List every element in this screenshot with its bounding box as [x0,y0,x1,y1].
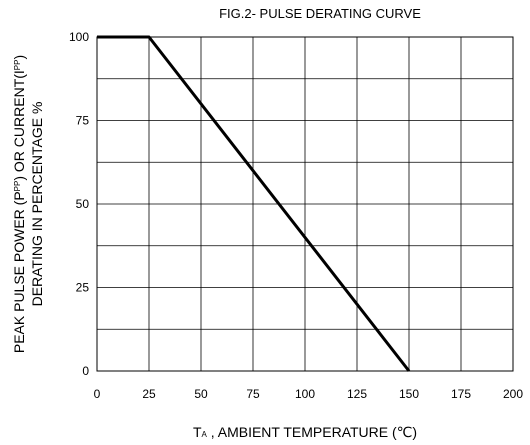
derating-curve [97,35,411,372]
x-tick-label: 100 [295,387,315,401]
y-axis-label-line2: DERATING IN PERCENTAGE % [29,102,45,307]
y-tick-label: 100 [69,30,89,44]
x-tick-labels: 0 25 50 75 100 125 150 175 200 [94,387,524,401]
y-tick-label: 75 [76,114,90,128]
x-tick-label: 75 [246,387,260,401]
x-tick-label: 150 [399,387,419,401]
y-tick-labels: 0 25 50 75 100 [69,30,89,378]
x-tick-label: 125 [347,387,367,401]
y-tick-label: 0 [82,364,89,378]
x-tick-label: 25 [142,387,156,401]
grid-lines [96,36,514,372]
x-tick-label: 175 [451,387,471,401]
y-tick-label: 25 [76,281,90,295]
plot-frame [96,36,514,372]
x-tick-label: 0 [94,387,101,401]
y-axis-label: PEAK PULSE POWER (PPP) OR CURRENT(IPP) D… [11,55,45,353]
x-axis-label: TA , AMBIENT TEMPERATURE (℃) [193,424,417,440]
y-axis-label-line1: PEAK PULSE POWER (PPP) OR CURRENT(IPP) [11,55,27,353]
x-tick-label: 200 [503,387,523,401]
x-tick-label: 50 [194,387,208,401]
chart-title: FIG.2- PULSE DERATING CURVE [219,6,421,21]
y-tick-label: 50 [76,197,90,211]
